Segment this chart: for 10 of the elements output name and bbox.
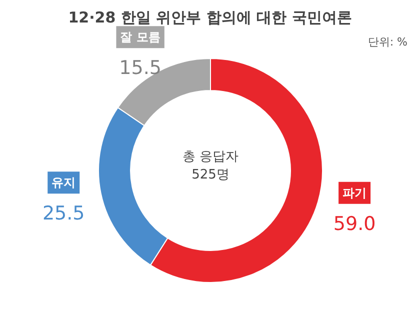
data-label: 59.0	[333, 212, 376, 235]
chart-title: 12·28 한일 위안부 합의에 대한 국민여론	[68, 8, 352, 26]
data-label: 15.5	[119, 57, 162, 80]
data-label: 25.5	[42, 202, 85, 225]
text: 총 응답자	[182, 150, 239, 164]
slice-label: 파기	[342, 186, 367, 200]
slice-label: 유지	[52, 176, 76, 190]
text: 525명	[192, 168, 230, 182]
slice-label: 잘 모름	[120, 30, 160, 44]
text: 단위: %	[368, 36, 408, 48]
